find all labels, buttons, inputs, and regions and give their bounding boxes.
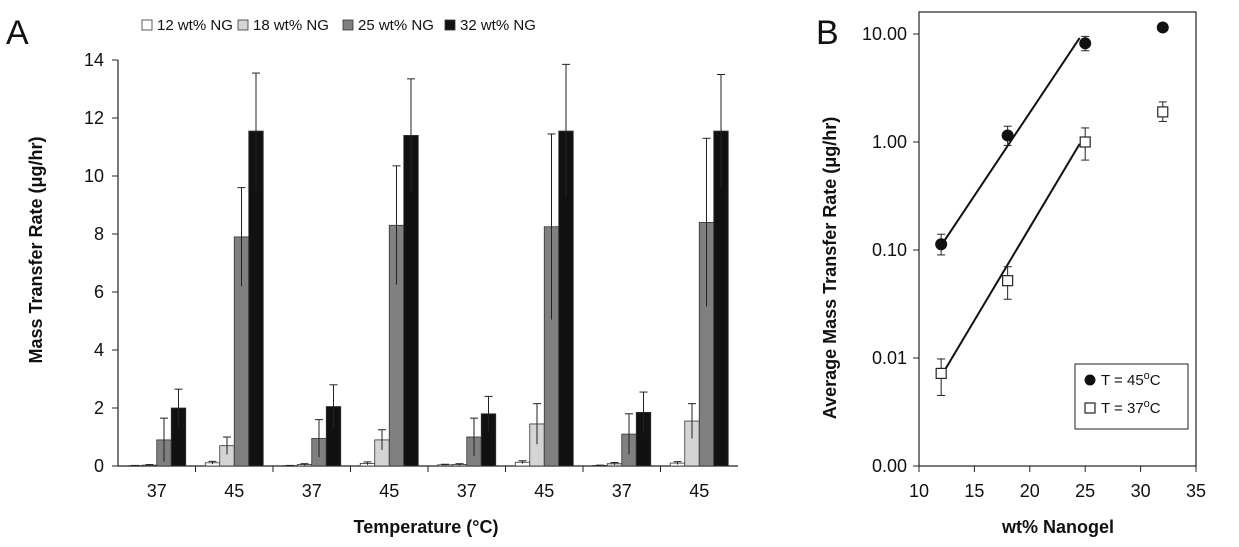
panel-b-point-45c [1001,129,1014,142]
panel-b-point-45c [1079,37,1092,50]
panel-b-x-tick-label: 10 [909,481,929,501]
panel-a-legend-swatch [444,19,456,31]
panel-b-legend: T = 45oC T = 37oC [1074,363,1189,430]
panel-b-letter: B [816,14,839,52]
panel-b-plot-frame [918,11,1197,467]
panel-b-data [935,21,1169,396]
panel-a-y-tick-label: 12 [84,108,104,128]
panel-a-y-tick-label: 8 [94,224,104,244]
panel-b-y-axis-title: Average Mass Transfer Rate (μg/hr) [820,117,840,419]
panel-a-x-axis-title: Temperature (°C) [354,517,499,537]
panel-b-x-tick-label: 30 [1131,481,1151,501]
panel-b-point-37c [1157,106,1169,118]
panel-b-y-tick-label: 0.10 [872,240,907,260]
panel-b-x-tick-label: 25 [1075,481,1095,501]
panel-b-legend-marker-37c [1084,402,1096,414]
panel-b-point-45c [935,238,948,251]
panel-a-bars [127,63,729,467]
panel-a-legend-swatch [237,19,249,31]
panel-a-legend: 12 wt% NG 18 wt% NG 25 wt% NG 32 wt% NG [141,17,536,34]
panel-a-letter: A [6,14,29,52]
panel-b-axes: 0.00 0.01 0.10 1.00 10.00 10 15 20 25 30 35 [862,24,1206,501]
panel-b-x-tick-label: 35 [1186,481,1206,501]
panel-a-y-axis-title: Mass Transfer Rate (μg/hr) [26,136,46,363]
panel-a-x-tick-label: 37 [457,481,477,501]
panel-a-axes: 0 2 4 6 8 10 12 14 37 45 37 45 37 45 37 45 [84,50,738,501]
panel-a-x-tick-label: 45 [224,481,244,501]
panel-b-legend-label: T = 45oC [1101,370,1161,389]
panel-a-y-tick-label: 2 [94,398,104,418]
panel-b-point-37c [1079,136,1091,148]
panel-b-y-tick-label: 0.00 [872,456,907,476]
panel-a-legend-label: 25 wt% NG [358,17,434,34]
panel-b-y-tick-label: 0.01 [872,348,907,368]
panel-a-x-tick-label: 45 [689,481,709,501]
panel-b-point-45c [1156,21,1169,34]
panel-a-x-tick-label: 45 [379,481,399,501]
panel-b-y-tick-label: 1.00 [872,132,907,152]
panel-b-y-tick-label: 10.00 [862,24,907,44]
panel-a-y-tick-label: 6 [94,282,104,302]
panel-a-legend-label: 32 wt% NG [460,17,536,34]
panel-a-y-tick-label: 10 [84,166,104,186]
panel-a-y-tick-label: 14 [84,50,104,70]
panel-a-y-tick-label: 4 [94,340,104,360]
panel-b-legend-box [1074,363,1189,430]
panel-b-legend-label: T = 37oC [1101,398,1161,417]
panel-b-legend-marker-45c [1084,374,1096,386]
panel-b-x-axis-title: wt% Nanogel [1001,517,1114,537]
panel-b-x-tick-label: 15 [964,481,984,501]
panel-b-x-tick-label: 20 [1020,481,1040,501]
panel-a-legend-label: 12 wt% NG [157,17,233,34]
panel-b-point-37c [935,367,947,380]
panel-a-x-tick-label: 37 [302,481,322,501]
panel-a-x-tick-label: 45 [534,481,554,501]
panel-a-legend-swatch [342,19,354,31]
panel-a-legend-swatch [141,19,153,31]
panel-a-legend-label: 18 wt% NG [253,17,329,34]
panel-b-point-37c [1002,275,1014,287]
panel-b-fit-line [940,143,1081,377]
panel-b-fit-line [940,37,1081,247]
panel-a-y-tick-label: 0 [94,456,104,476]
panel-a-x-tick-label: 37 [612,481,632,501]
panel-a-x-tick-label: 37 [147,481,167,501]
